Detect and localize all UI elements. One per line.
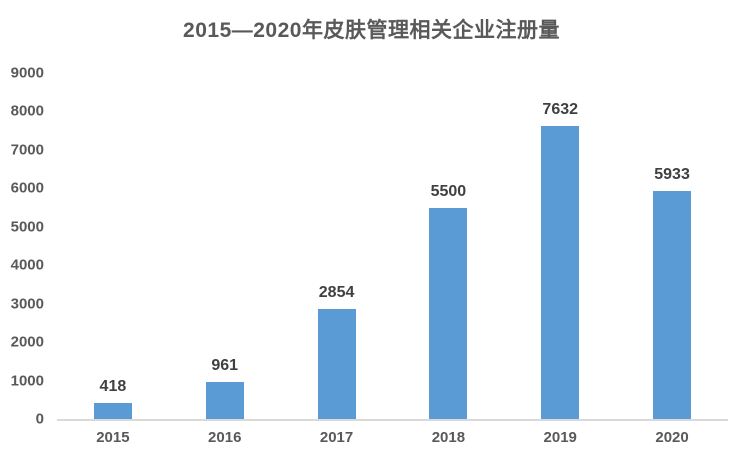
x-axis: 2015 2016 2017 2018 2019 2020	[57, 430, 728, 445]
bar-2019	[541, 125, 580, 419]
y-tick-label: 4000	[10, 256, 44, 274]
y-tick-label: 8000	[10, 102, 44, 120]
y-tick-label: 2000	[10, 333, 44, 351]
x-axis-label: 2016	[208, 429, 242, 446]
bar-2015	[93, 402, 132, 419]
bar-value-label: 5500	[430, 182, 467, 200]
chart-title: 2015—2020年皮肤管理相关企业注册量	[183, 19, 560, 42]
bar-slot: 5500	[392, 73, 504, 419]
y-tick-label: 9000	[10, 64, 44, 82]
plot-area: 418 961 2854 5500 7632 5933	[57, 73, 728, 419]
x-axis-label: 2017	[319, 429, 354, 446]
bar-slot: 7632	[504, 73, 616, 419]
x-axis-label: 2015	[96, 429, 130, 446]
y-tick-label: 0	[35, 410, 44, 428]
bar-slot: 2854	[281, 73, 393, 419]
bar-slot: 961	[169, 73, 281, 419]
y-axis: 0 1000 2000 3000 4000 5000 6000 7000 8000 9000	[0, 66, 44, 427]
bar-2018	[429, 207, 468, 419]
bar-slot: 5933	[616, 73, 728, 419]
bar-value-label: 2854	[318, 284, 355, 302]
bar-2020	[653, 190, 692, 419]
bar-value-label: 7632	[542, 100, 579, 118]
bar-value-label: 961	[211, 357, 239, 375]
y-tick-label: 6000	[10, 179, 44, 197]
y-tick-label: 3000	[10, 295, 44, 313]
bar-value-label: 5933	[654, 165, 690, 183]
bar-slot: 418	[57, 73, 169, 419]
y-tick-label: 1000	[10, 372, 44, 390]
x-axis-label: 2020	[655, 429, 689, 446]
bar-2017	[317, 309, 356, 419]
y-tick-label: 5000	[10, 218, 44, 236]
x-axis-label: 2018	[431, 429, 466, 446]
y-tick-label: 7000	[10, 141, 44, 159]
bar-2016	[205, 382, 244, 419]
bar-value-label: 418	[99, 377, 127, 395]
x-axis-label: 2019	[543, 429, 577, 446]
x-axis-line	[57, 419, 728, 421]
